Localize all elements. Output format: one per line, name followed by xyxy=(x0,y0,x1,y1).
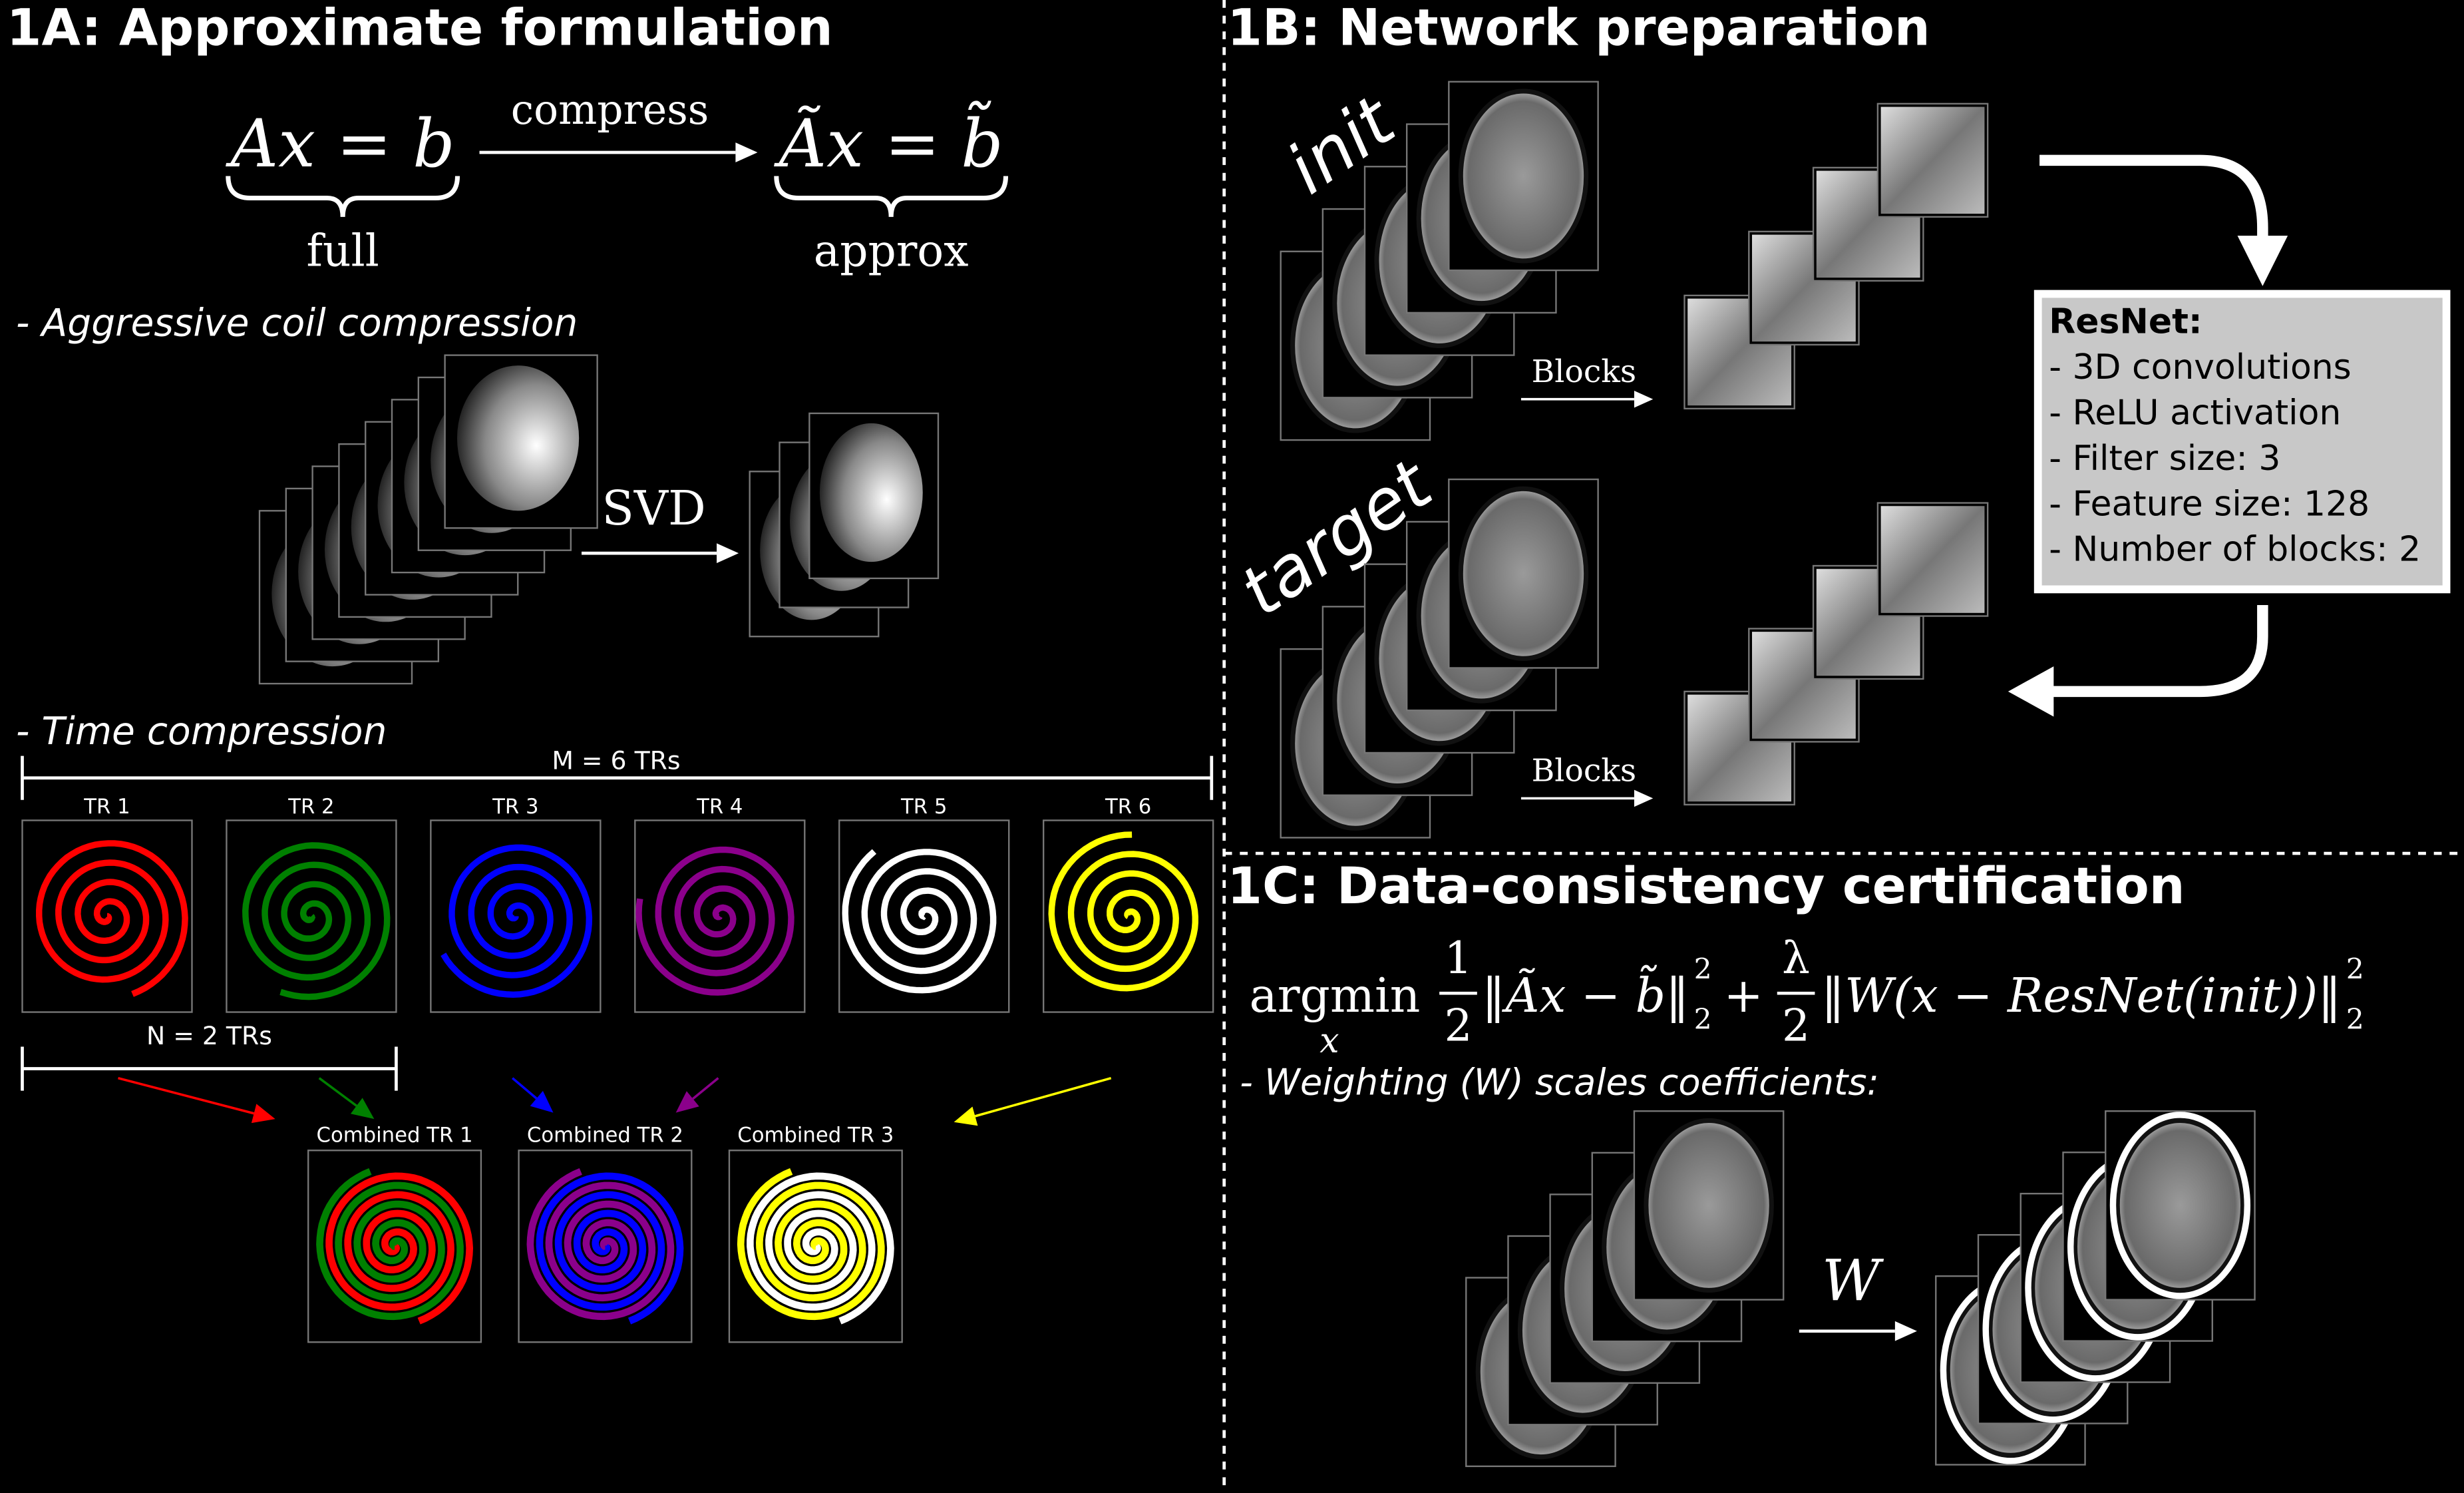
panel-title: 1B: Network preparation xyxy=(1227,0,1930,57)
resnet-box xyxy=(2033,290,2451,594)
brain-edge xyxy=(2109,1112,2251,1299)
resnet-item: - Number of blocks: 2 xyxy=(2049,530,2421,570)
resnet-heading: ResNet: xyxy=(2049,302,2202,341)
arrow-label: Blocks xyxy=(1532,353,1637,390)
equation: ‖W(x − ResNet(init))‖ xyxy=(1821,968,2342,1023)
resnet-item: - Feature size: 128 xyxy=(2049,484,2370,524)
flow-arrow xyxy=(2039,154,2268,239)
tr-label: TR 5 xyxy=(900,795,947,819)
combined-label: Combined TR 1 xyxy=(317,1124,473,1148)
equation: Ax = b xyxy=(226,106,455,182)
equation: 1 xyxy=(1444,933,1472,984)
equation: argmin xyxy=(1249,968,1420,1023)
equation: 2 xyxy=(1782,1000,1810,1051)
brace-label: approx xyxy=(814,225,969,276)
spiral xyxy=(536,1172,684,1325)
spiral xyxy=(635,846,794,996)
brain xyxy=(1458,89,1589,264)
arrow-head xyxy=(530,1090,554,1113)
brace xyxy=(226,176,460,217)
arrow-label: SVD xyxy=(602,481,705,536)
arrow xyxy=(318,1077,357,1107)
spiral xyxy=(737,1168,885,1321)
arrow xyxy=(692,1077,719,1100)
arrow-head xyxy=(954,1106,978,1126)
combined-label: Combined TR 2 xyxy=(527,1124,683,1148)
arrow-label: Blocks xyxy=(1532,753,1637,789)
brace xyxy=(774,176,1009,217)
equation: 2 xyxy=(2346,1004,2364,1036)
tr-label: TR 4 xyxy=(696,795,743,819)
equation: ‖Ãx − b̃‖ xyxy=(1482,964,1689,1023)
arrow-head xyxy=(1634,789,1654,807)
tr-label: TR 6 xyxy=(1105,795,1151,819)
spiral xyxy=(440,844,593,998)
bracket-label: N = 2 TRs xyxy=(146,1021,272,1050)
arrow xyxy=(974,1076,1112,1118)
coil-map xyxy=(456,365,580,511)
tr-label: TR 2 xyxy=(287,795,334,819)
panel-title: 1C: Data-consistency certification xyxy=(1227,857,2185,915)
arrow xyxy=(118,1076,255,1115)
resnet-item: - 3D convolutions xyxy=(2049,347,2351,387)
equation: λ xyxy=(1782,933,1810,984)
brain xyxy=(1458,486,1589,661)
brain xyxy=(2115,1118,2246,1293)
spiral xyxy=(325,1172,474,1325)
arrow-head xyxy=(2237,236,2288,286)
equation: + xyxy=(1723,968,1763,1023)
flow-arrow xyxy=(2050,605,2268,698)
panel-title: 1A: Approximate formulation xyxy=(7,0,833,57)
arrow-head xyxy=(1894,1321,1917,1341)
coil-map xyxy=(819,423,923,562)
equation: 2 xyxy=(2346,953,2364,986)
tr-label: TR 1 xyxy=(83,795,130,819)
tr-label: TR 3 xyxy=(492,795,538,819)
arrow-head xyxy=(1634,390,1654,408)
block xyxy=(1880,506,1985,613)
heading: - Aggressive coil compression xyxy=(16,301,578,345)
spiral xyxy=(526,1168,675,1321)
arrow-head xyxy=(717,543,739,563)
bracket-label: M = 6 TRs xyxy=(552,746,680,775)
heading: - Weighting (W) scales coefficients: xyxy=(1240,1061,1879,1103)
equation: 2 xyxy=(1694,1004,1712,1036)
equation: 2 xyxy=(1694,953,1712,986)
resnet-item: - Filter size: 3 xyxy=(2049,439,2280,479)
spiral xyxy=(242,842,391,1000)
block xyxy=(1880,107,1985,214)
equation: x xyxy=(1320,1021,1339,1061)
combined-label: Combined TR 3 xyxy=(737,1124,894,1148)
resnet-item: - ReLU activation xyxy=(2049,393,2341,433)
brain xyxy=(1644,1118,1774,1293)
arrow-head xyxy=(2008,666,2054,717)
equation: Ãx = b̃ xyxy=(774,100,1003,182)
arrow xyxy=(511,1077,538,1100)
arrow-head xyxy=(735,142,758,162)
spiral xyxy=(36,840,188,997)
spiral xyxy=(316,1168,464,1321)
spiral xyxy=(842,849,997,994)
arrow-label: W xyxy=(1822,1248,1884,1314)
arrow-head xyxy=(251,1104,275,1124)
brace-label: full xyxy=(306,225,379,276)
arrow-head xyxy=(350,1098,375,1120)
heading: - Time compression xyxy=(16,710,387,753)
equation: 2 xyxy=(1444,1000,1472,1051)
spiral xyxy=(1048,831,1198,992)
arrow-label: compress xyxy=(511,87,709,134)
spiral xyxy=(747,1172,894,1325)
arrow-head xyxy=(675,1091,699,1113)
